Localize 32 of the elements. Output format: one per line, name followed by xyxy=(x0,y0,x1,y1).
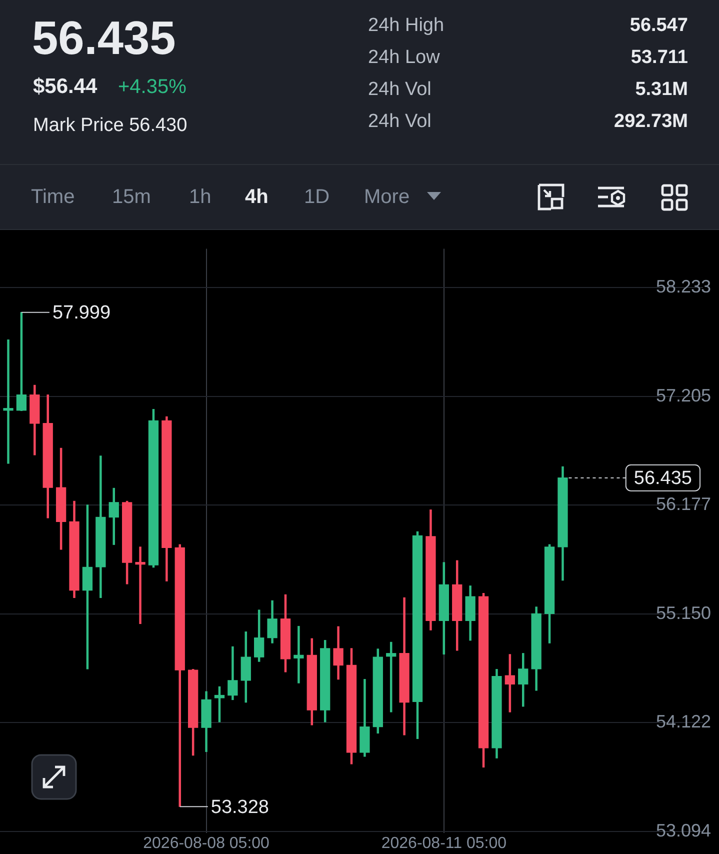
text: +4.35% xyxy=(118,76,186,98)
text: 24h Low xyxy=(368,47,440,68)
text: 5.31M xyxy=(635,79,688,100)
annotation: 57.999 xyxy=(52,302,111,324)
text: 56.547 xyxy=(630,15,688,36)
text: 24h Vol xyxy=(368,79,432,100)
ref-line-label: 56.435 xyxy=(634,468,692,490)
y-tick-label: 54.122 xyxy=(656,712,711,732)
x-tick-label: 2026-08-08 05:00 xyxy=(143,834,270,852)
text: 53.711 xyxy=(630,47,688,68)
y-tick-label: 58.233 xyxy=(656,276,711,297)
y-tick-label: 55.150 xyxy=(656,602,711,623)
text: More xyxy=(364,186,410,208)
text: 24h Vol xyxy=(368,111,432,132)
text: 4h xyxy=(245,186,268,208)
text: Time xyxy=(31,186,75,208)
chart-title: 56.435 xyxy=(32,11,176,64)
y-tick-label: 53.094 xyxy=(656,820,711,840)
candlestick xyxy=(3,340,14,464)
y-tick-label: 57.205 xyxy=(656,385,711,406)
text: 1h xyxy=(189,186,212,208)
text: 15m xyxy=(112,186,151,208)
text: 1D xyxy=(304,186,330,208)
x-tick-label: 2026-08-11 05:00 xyxy=(381,834,507,852)
annotation: 53.328 xyxy=(210,796,269,818)
text: 292.73M xyxy=(614,111,688,132)
text: $56.44 xyxy=(33,75,98,98)
y-tick-label: 56.177 xyxy=(656,494,711,514)
candlestick xyxy=(135,546,146,624)
text: Mark Price 56.430 xyxy=(33,115,188,136)
text: 24h High xyxy=(368,15,444,36)
candlestick xyxy=(294,626,304,684)
